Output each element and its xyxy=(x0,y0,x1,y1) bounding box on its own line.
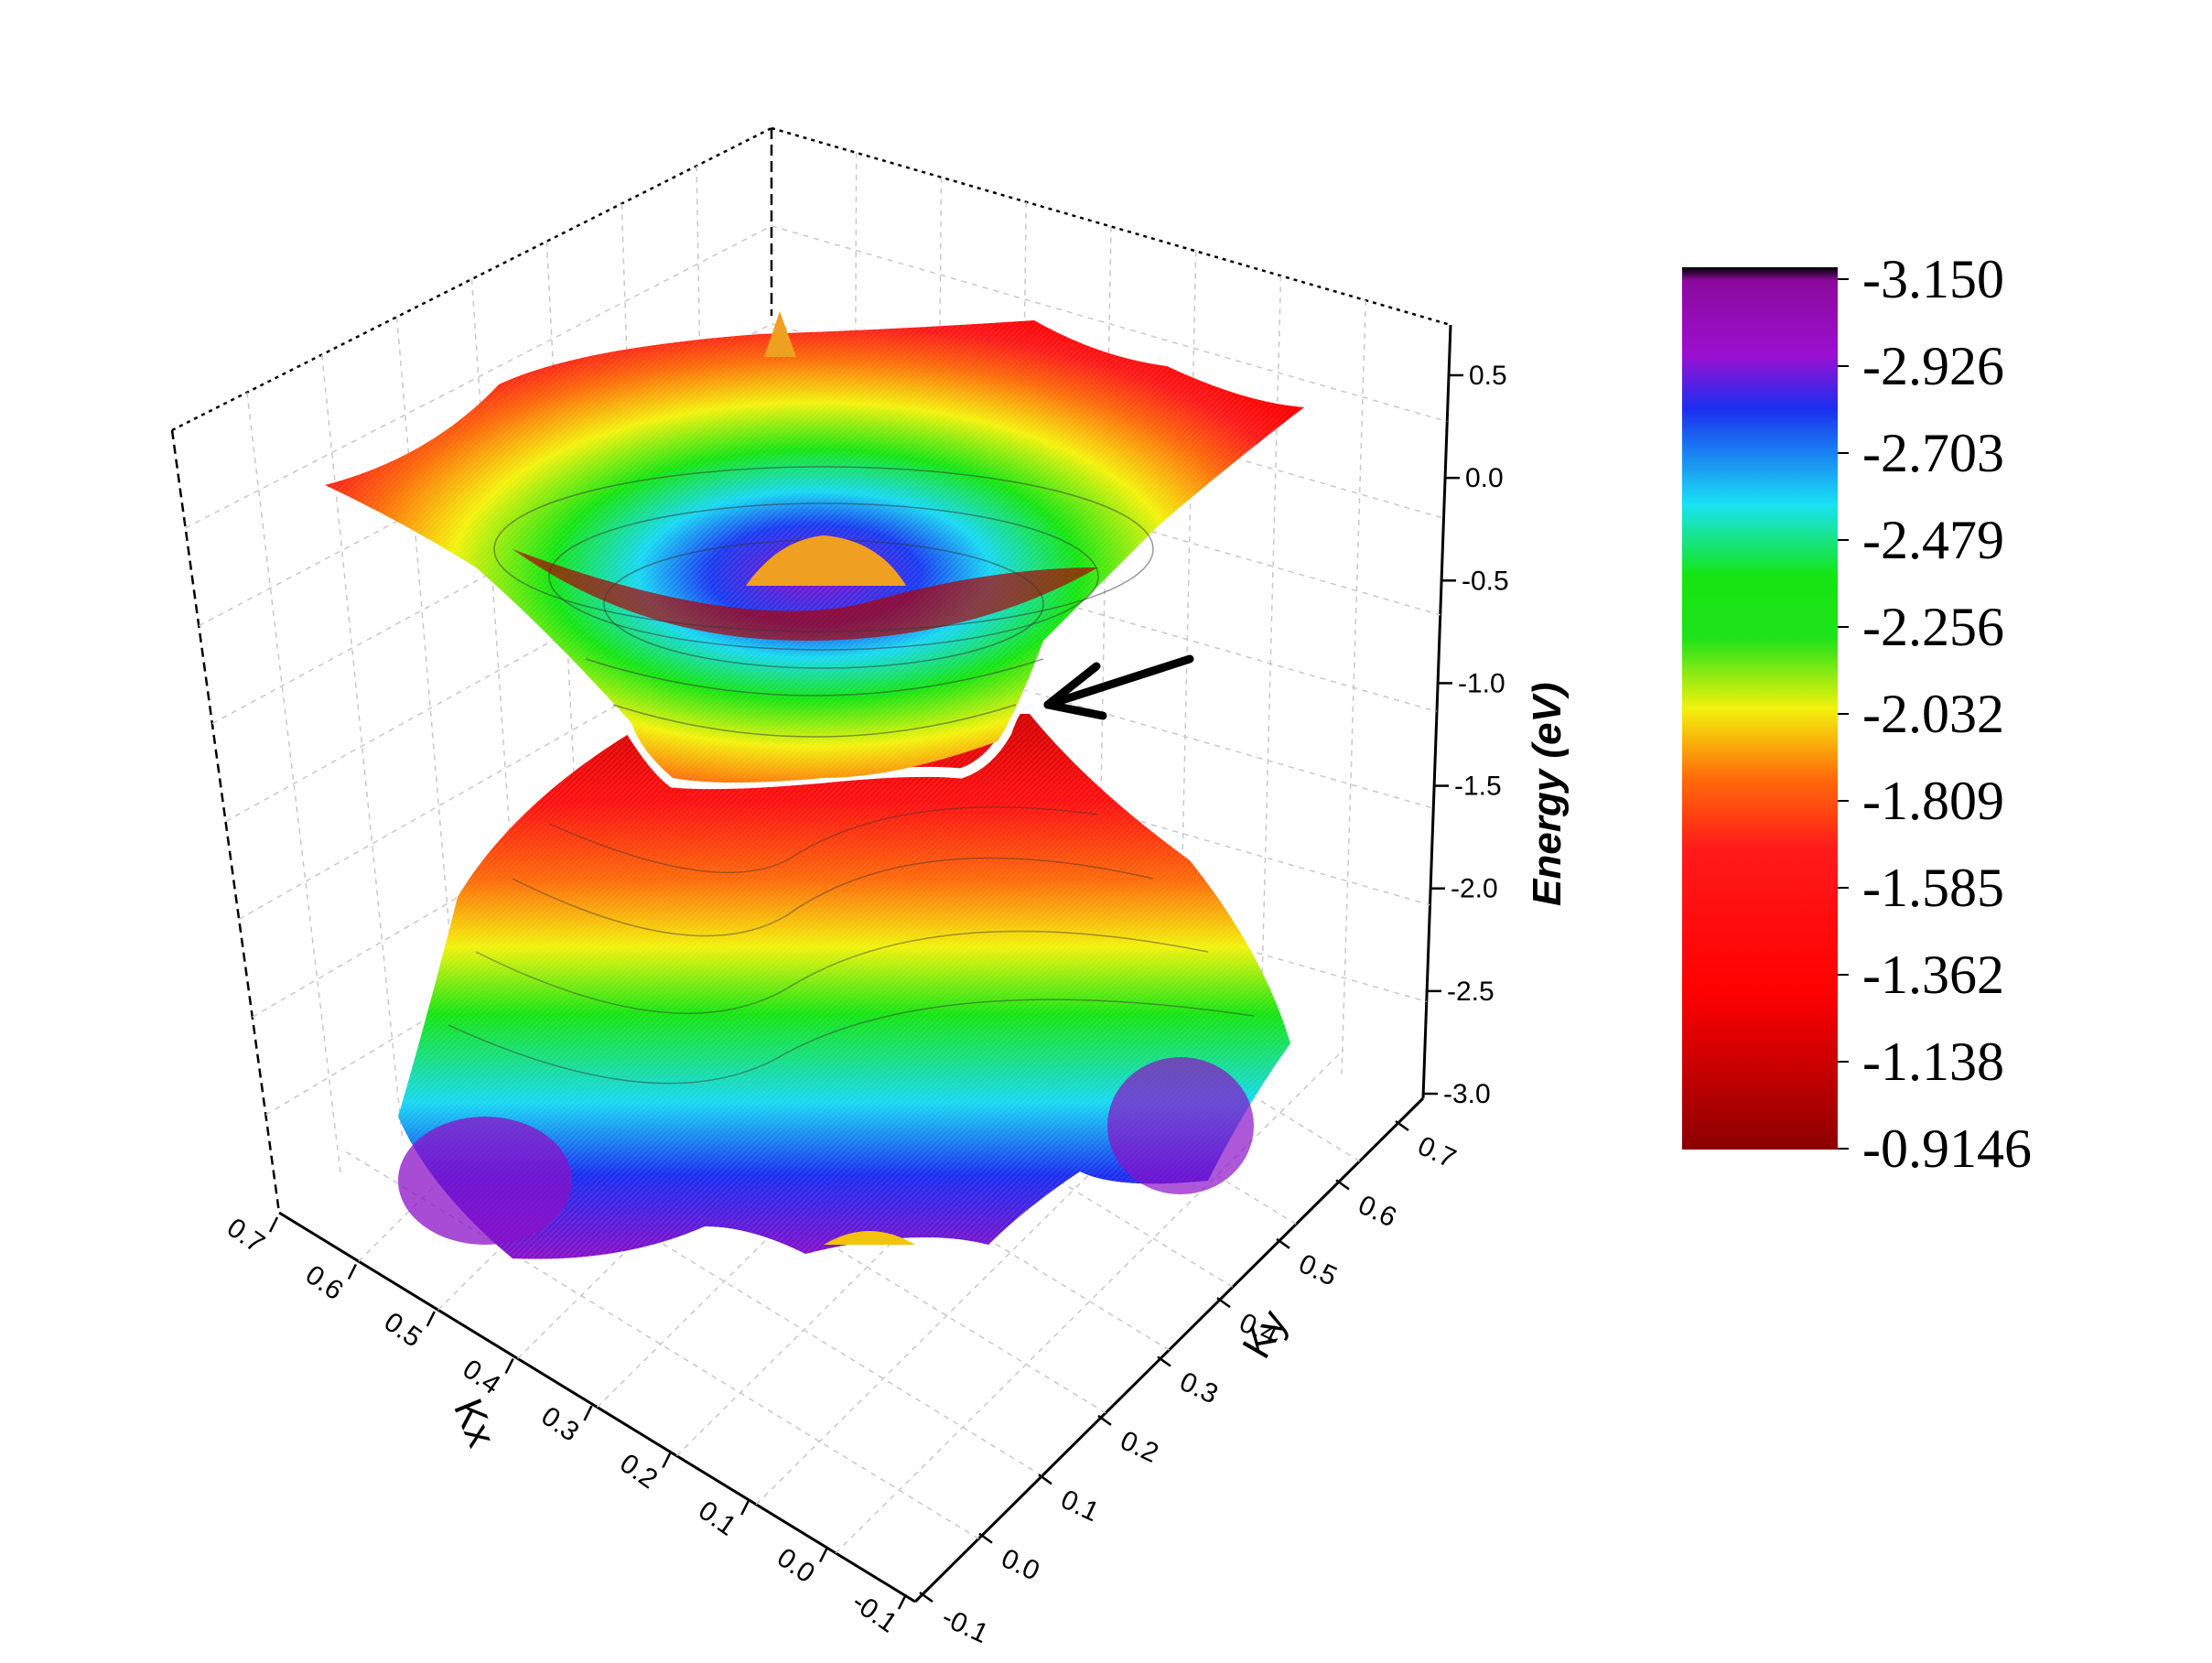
y-tick xyxy=(1038,1474,1052,1485)
grid-line xyxy=(185,225,772,529)
lower-band-tip xyxy=(824,1231,915,1245)
upper-band-surface xyxy=(325,311,1304,783)
colorbar-label: -1.809 xyxy=(1862,771,2004,831)
grid-line xyxy=(1259,275,1282,1050)
x-tick xyxy=(897,1593,908,1610)
grid-line xyxy=(341,1149,979,1539)
y-tick-label: 0.5 xyxy=(1294,1248,1342,1292)
x-tick xyxy=(583,1405,593,1421)
y-tick-label: 0.7 xyxy=(1413,1130,1461,1174)
lower-band-surface xyxy=(398,701,1290,1259)
grid-line xyxy=(533,960,1170,1351)
y-tick xyxy=(978,1532,993,1544)
x-tick-label: 0.5 xyxy=(379,1307,427,1354)
colorbar-label: -2.479 xyxy=(1862,510,2004,570)
x-tick-label: 0.7 xyxy=(221,1213,270,1259)
z-tick-label: -2.0 xyxy=(1451,874,1498,904)
x-tick xyxy=(426,1311,436,1327)
x-tick xyxy=(268,1216,279,1233)
x-tick xyxy=(662,1452,672,1469)
y-tick xyxy=(1216,1297,1231,1309)
colorbar-label: -1.138 xyxy=(1862,1031,2004,1092)
y-tick-label: 0.6 xyxy=(1354,1190,1401,1234)
y-tick-label: 0.1 xyxy=(1056,1485,1104,1528)
colorbar-label: -2.256 xyxy=(1862,597,2004,657)
z-tick-label: -1.0 xyxy=(1458,668,1505,698)
z-axis-title: Energy (eV) xyxy=(1525,682,1570,906)
x-tick-label: 0.3 xyxy=(535,1401,584,1448)
grid-line xyxy=(771,225,1448,423)
y-tick xyxy=(919,1591,933,1604)
x-tick-label: 0.4 xyxy=(458,1354,506,1400)
colorbar: -3.150 -2.926 -2.703 -2.479 -2.256 -2.032 -1.8… xyxy=(1682,249,2032,1179)
z-tick-label: -3.0 xyxy=(1443,1079,1491,1109)
y-tick xyxy=(1157,1355,1171,1367)
grid-line xyxy=(1178,251,1197,1025)
colorbar-label: -1.362 xyxy=(1862,945,2004,1005)
y-tick-label: 0.2 xyxy=(1116,1425,1163,1469)
grid-line xyxy=(835,1049,1344,1554)
colorbar-label: -2.926 xyxy=(1862,336,2004,396)
x-tick xyxy=(504,1357,514,1375)
x-tick-label: 0.6 xyxy=(300,1259,349,1306)
grid-line xyxy=(405,1085,1043,1477)
grid-line xyxy=(596,897,1234,1288)
grid-line xyxy=(1096,226,1112,1000)
colorbar-label: -3.150 xyxy=(1862,249,2004,309)
colorbar-label: -2.032 xyxy=(1862,684,2004,744)
x-tick-label: 0.0 xyxy=(772,1542,820,1589)
colorbar-label: -2.703 xyxy=(1862,423,2004,483)
colorbar-label: -0.9146 xyxy=(1862,1118,2032,1179)
y-tick-label: 0.0 xyxy=(997,1543,1044,1587)
x-tick-label: 0.1 xyxy=(693,1496,741,1542)
y-tick xyxy=(1395,1119,1409,1132)
x-tick-label: 0.2 xyxy=(614,1448,663,1495)
colorbar-labels: -3.150 -2.926 -2.703 -2.479 -2.256 -2.032 -1.8… xyxy=(1838,249,2032,1179)
z-axis: 0.5 0.0 -0.5 -1.0 -1.5 -2.0 -2.5 -3.0 xyxy=(1423,361,1509,1109)
z-tick-label: -0.5 xyxy=(1462,566,1509,596)
y-axis-title: Ky xyxy=(1234,1302,1296,1366)
x-tick xyxy=(740,1499,750,1516)
x-tick xyxy=(347,1263,357,1280)
annotation-arrow xyxy=(1043,654,1194,720)
y-tick xyxy=(1335,1179,1350,1191)
z-tick-label: -2.5 xyxy=(1447,977,1494,1007)
y-tick xyxy=(1276,1237,1290,1249)
x-axis-title: Kx xyxy=(445,1393,504,1453)
colorbar-label: -1.585 xyxy=(1862,858,2004,918)
x-tick xyxy=(819,1546,829,1563)
x-tick-label: -0.1 xyxy=(847,1587,902,1639)
x-axis: -0.1 0.0 0.1 0.2 0.3 0.4 0.5 0.6 0.7 xyxy=(221,1213,908,1639)
z-tick-label: 0.0 xyxy=(1465,463,1504,493)
y-tick-label: 0.3 xyxy=(1175,1366,1223,1410)
grid-line xyxy=(771,323,1444,519)
grid-line xyxy=(469,1023,1106,1414)
z-tick-label: -1.5 xyxy=(1454,772,1502,802)
z-tick-label: 0.5 xyxy=(1469,361,1507,391)
y-tick xyxy=(1097,1414,1112,1426)
y-tick-label: -0.1 xyxy=(937,1602,993,1649)
